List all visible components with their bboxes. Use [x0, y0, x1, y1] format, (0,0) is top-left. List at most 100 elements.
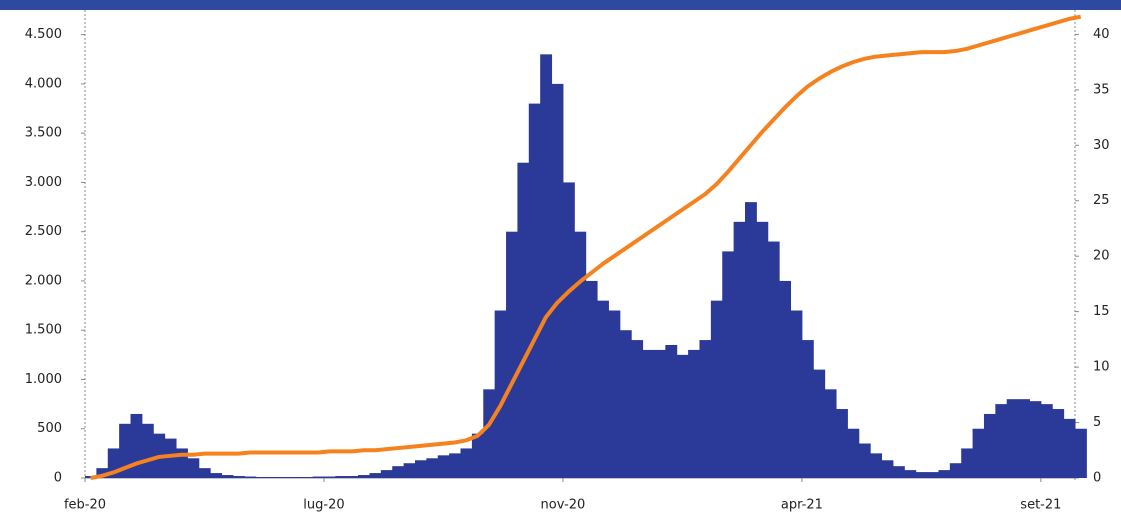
bar [688, 349, 700, 478]
bar [836, 409, 848, 478]
bar [1075, 428, 1087, 478]
y2-tick-label: 25 [1093, 193, 1110, 208]
bar [130, 413, 143, 478]
y2-tick-label: 10 [1093, 360, 1110, 375]
bar [380, 470, 393, 478]
bar [460, 448, 473, 478]
bar [904, 470, 917, 478]
y2-tick-label: 35 [1093, 82, 1110, 97]
bar [278, 477, 291, 478]
bar [176, 448, 188, 478]
bar [619, 330, 632, 478]
bar [244, 476, 257, 478]
bar [847, 428, 860, 478]
bar [369, 473, 382, 478]
y-tick-label: 500 [37, 421, 62, 436]
bar [642, 349, 655, 478]
bar [198, 468, 211, 478]
y2-tick-label: 30 [1093, 138, 1110, 153]
y-tick-label: 2.000 [25, 273, 62, 288]
bar [927, 472, 939, 478]
x-tick-label: nov-20 [541, 498, 586, 513]
bar [232, 476, 245, 478]
bar [949, 463, 962, 478]
bar [756, 221, 769, 478]
bar [471, 433, 484, 478]
bar [1018, 399, 1030, 478]
bar [858, 443, 871, 478]
bar [312, 476, 325, 478]
y-tick-label: 2.500 [25, 224, 62, 239]
y2-tick-label: 5 [1093, 415, 1101, 430]
bar [597, 300, 609, 478]
bar [289, 477, 302, 478]
y-tick-label: 1.500 [25, 323, 62, 338]
y-tick-label: 4.500 [25, 27, 62, 42]
bar [995, 404, 1008, 478]
bar [528, 103, 541, 478]
bar [676, 354, 689, 478]
y2-tick-label: 20 [1093, 249, 1110, 264]
bar [562, 182, 575, 478]
bar [801, 340, 814, 478]
bar [915, 472, 928, 478]
bar [699, 340, 712, 478]
bar [767, 241, 780, 478]
bar [824, 389, 837, 478]
y2-tick-label: 15 [1093, 304, 1110, 319]
bar [323, 476, 336, 478]
bar [745, 202, 757, 478]
y-tick-label: 4.000 [25, 76, 62, 91]
bar [1052, 409, 1065, 478]
bar [210, 473, 223, 478]
bar [665, 344, 678, 478]
bar [972, 428, 985, 478]
bar [1040, 404, 1053, 478]
bar [790, 310, 803, 478]
y-tick-label: 3.000 [25, 175, 62, 190]
bar [346, 476, 359, 478]
bar [722, 251, 735, 478]
bar [96, 468, 109, 478]
x-tick-label: apr-21 [781, 498, 823, 513]
bar [631, 340, 644, 478]
y-tick-label: 3.500 [25, 126, 62, 141]
bar [119, 423, 132, 478]
bar [653, 349, 666, 478]
bar [358, 475, 370, 478]
bar [141, 423, 154, 478]
bar [813, 369, 826, 478]
bar [870, 453, 883, 478]
bar [187, 458, 200, 478]
y2-tick-label: 40 [1093, 27, 1110, 42]
bar [449, 453, 462, 478]
bar [608, 310, 621, 478]
y2-tick-label: 0 [1093, 471, 1101, 486]
bar [437, 455, 450, 478]
bar [1006, 399, 1019, 478]
bar [301, 477, 314, 478]
bar [255, 477, 268, 478]
bar [403, 463, 416, 478]
bar [540, 54, 553, 478]
bar [892, 466, 905, 478]
header-strip [0, 0, 1121, 10]
line [90, 14, 1082, 480]
bar [426, 458, 439, 478]
x-tick-label: lug-20 [303, 498, 344, 513]
bar [335, 476, 348, 478]
bar [938, 470, 951, 478]
bar [585, 280, 598, 478]
bar [1063, 418, 1076, 478]
bar [881, 460, 894, 478]
x-tick-label: set-21 [1020, 498, 1061, 513]
bar [221, 475, 234, 478]
bar [164, 438, 177, 478]
bar [779, 280, 792, 478]
bar [506, 231, 518, 478]
bar [574, 231, 587, 478]
bar [107, 448, 120, 478]
bar [733, 221, 746, 478]
bar [551, 83, 564, 478]
